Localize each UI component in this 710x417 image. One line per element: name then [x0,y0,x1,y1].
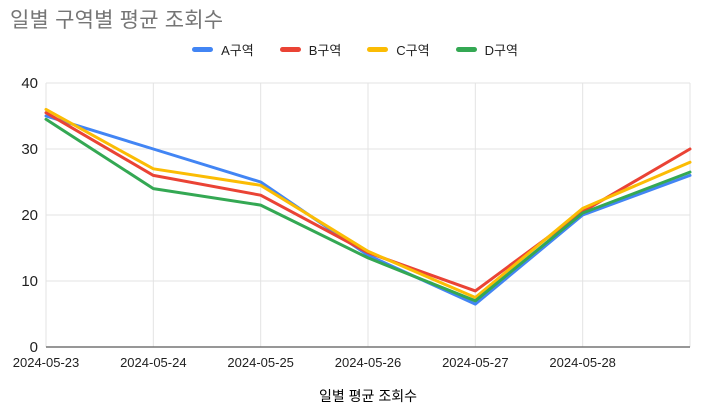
y-tick-label: 20 [21,207,38,224]
series-line-D구역[interactable] [44,117,692,303]
series-line-C구역[interactable] [44,107,692,299]
y-tick-label: 10 [21,273,38,290]
legend-item-1[interactable]: A구역 [192,40,254,59]
legend-swatch-icon [279,47,301,52]
x-axis-title: 일별 평균 조회수 [319,388,417,404]
x-tick-label: 2024-05-23 [13,355,80,370]
y-tick-label: 30 [21,141,38,158]
x-tick-label: 2024-05-27 [442,355,509,370]
legend: A구역 B구역 C구역 D구역 [0,40,710,59]
x-tick-label: 2024-05-28 [549,355,616,370]
legend-label: A구역 [221,43,254,58]
legend-label: D구역 [484,43,518,58]
y-tick-label: 0 [30,339,38,356]
x-tick-label: 2024-05-25 [227,355,294,370]
legend-item-3[interactable]: C구역 [367,40,430,59]
x-tick-label: 2024-05-24 [120,355,187,370]
series-line-A구역[interactable] [44,114,692,306]
legend-item-2[interactable]: B구역 [279,40,342,59]
legend-swatch-icon [367,47,389,52]
legend-swatch-icon [192,47,214,52]
y-tick-label: 40 [21,75,38,92]
chart-title: 일별 구역별 평균 조회수 [10,9,224,32]
legend-label: C구역 [396,43,430,58]
x-tick-label: 2024-05-26 [335,355,402,370]
legend-item-4[interactable]: D구역 [455,40,518,59]
legend-swatch-icon [455,47,477,52]
legend-label: B구역 [308,43,342,58]
